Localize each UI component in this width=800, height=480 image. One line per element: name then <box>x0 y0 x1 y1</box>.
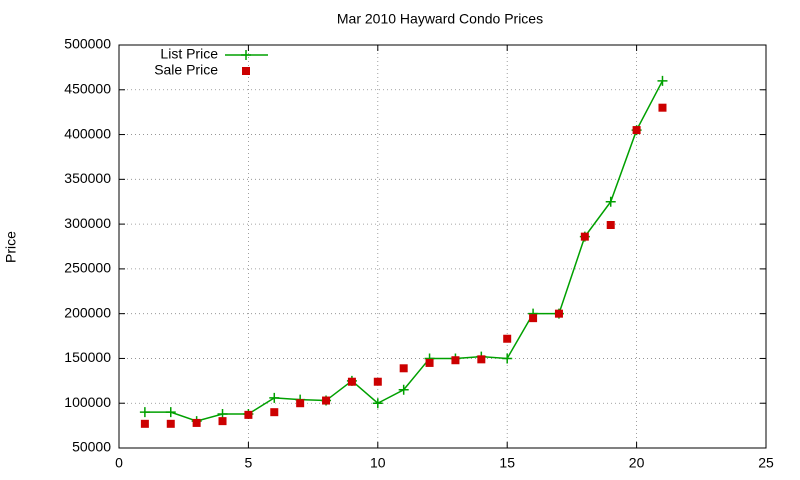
y-tick-label: 350000 <box>64 170 111 186</box>
x-tick-label: 15 <box>499 455 515 471</box>
plot-border <box>118 44 767 449</box>
point <box>657 75 668 86</box>
y-tick-label: 50000 <box>72 439 111 455</box>
x-tick-label: 0 <box>115 455 123 471</box>
legend-label: Sale Price <box>154 62 218 78</box>
y-axis-label: Price <box>3 231 19 263</box>
point <box>451 356 460 365</box>
point <box>529 314 538 323</box>
chart-title: Mar 2010 Hayward Condo Prices <box>337 11 543 27</box>
y-tick-label: 450000 <box>64 80 111 96</box>
point <box>606 221 615 230</box>
legend-marker <box>241 50 251 60</box>
y-tick-label: 200000 <box>64 304 111 320</box>
x-tick-label: 5 <box>245 455 253 471</box>
point <box>192 418 201 427</box>
y-tick-label: 500000 <box>64 36 111 52</box>
point <box>503 334 512 343</box>
point <box>398 384 409 395</box>
x-tick-label: 25 <box>758 455 774 471</box>
x-tick-label: 10 <box>370 455 386 471</box>
point <box>244 410 253 419</box>
y-tick-label: 150000 <box>64 349 111 365</box>
point <box>502 353 513 364</box>
point <box>658 103 667 112</box>
legend-marker <box>242 67 250 75</box>
y-tick-label: 300000 <box>64 215 111 231</box>
y-tick-label: 400000 <box>64 125 111 141</box>
y-tick-label: 250000 <box>64 260 111 276</box>
point <box>140 419 149 428</box>
legend-label: List Price <box>160 46 218 62</box>
point <box>425 358 434 367</box>
point <box>322 396 331 405</box>
point <box>554 309 563 318</box>
point <box>373 377 382 386</box>
point <box>477 355 486 364</box>
point <box>218 417 227 426</box>
point <box>372 398 383 409</box>
point <box>166 419 175 428</box>
point <box>139 407 150 418</box>
point <box>632 126 641 135</box>
y-tick-label: 100000 <box>64 394 111 410</box>
point <box>399 364 408 373</box>
point <box>296 399 305 408</box>
point <box>580 232 589 241</box>
point <box>347 377 356 386</box>
point <box>269 392 280 403</box>
x-tick-label: 20 <box>629 455 645 471</box>
point <box>270 408 279 417</box>
point <box>165 407 176 418</box>
point <box>605 196 616 207</box>
